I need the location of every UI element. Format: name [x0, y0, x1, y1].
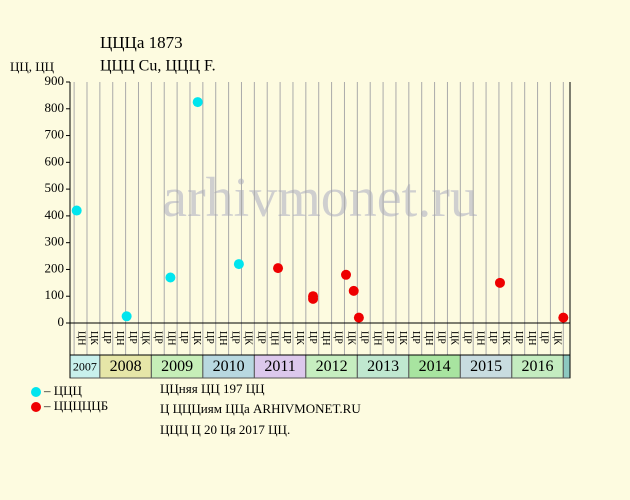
x-tick-label: 2009 [161, 358, 193, 375]
column-label: ЦН [165, 331, 176, 345]
column-label: ЦР [384, 331, 395, 344]
note: Ц ЦЦЦиям ЦЦа ARHIVMONET.RU [160, 401, 361, 416]
point [348, 285, 359, 296]
column-label: ЦР [461, 331, 472, 344]
column-label: ЦР [410, 331, 421, 344]
y-tick-label: 300 [45, 234, 65, 249]
point [494, 277, 505, 288]
y-tick-label: 600 [45, 153, 65, 168]
point [121, 311, 132, 322]
y-tick-label: 0 [58, 314, 65, 329]
column-label: ЦК [500, 331, 511, 345]
y-tick-label: 100 [45, 287, 65, 302]
column-label: ЦК [191, 331, 202, 345]
point [165, 272, 176, 283]
legend-label: – ЦЦЦ [43, 383, 83, 398]
note: ЦЦняя ЦЦ 197 ЦЦ [160, 381, 265, 396]
column-label: ЦР [230, 331, 241, 344]
point [71, 205, 82, 216]
column-label: ЦР [281, 331, 292, 344]
legend-label: – ЦЦЦЦЦБ [43, 398, 108, 413]
band-tail [562, 354, 571, 379]
column-label: ЦР [487, 331, 498, 344]
column-label: ЦР [358, 331, 369, 344]
column-label: ЦК [552, 331, 563, 345]
column-label: ЦР [178, 331, 189, 344]
y-tick-label: 800 [45, 100, 65, 115]
x-tick-label: 2007 [73, 359, 97, 373]
column-label: ЦР [127, 331, 138, 344]
column-label: ЦК [88, 331, 99, 345]
title: ЦЦЦа 1873 [100, 33, 183, 52]
column-label: ЦН [320, 331, 331, 345]
column-label: ЦН [371, 331, 382, 345]
point [558, 312, 569, 323]
legend-marker [31, 402, 41, 412]
y-tick-label: 900 [45, 73, 65, 88]
point [308, 293, 319, 304]
point [353, 312, 364, 323]
column-label: ЦК [397, 331, 408, 345]
column-label: ЦР [204, 331, 215, 344]
y-tick-label: 200 [45, 260, 65, 275]
column-label: ЦН [474, 331, 485, 345]
legend-marker [31, 387, 41, 397]
column-label: ЦН [75, 331, 86, 345]
column-label: ЦР [307, 331, 318, 344]
watermark: arhivmonet.ru [162, 167, 478, 229]
column-label: ЦР [333, 331, 344, 344]
y-tick-label: 500 [45, 180, 65, 195]
x-tick-label: 2011 [264, 358, 295, 375]
column-label: ЦК [294, 331, 305, 345]
subtitle: ЦЦЦ Cu, ЦЦЦ F. [100, 58, 216, 75]
x-tick-label: 2013 [367, 358, 399, 375]
column-label: ЦР [539, 331, 550, 344]
x-tick-label: 2016 [522, 358, 554, 375]
column-label: ЦК [449, 331, 460, 345]
point [192, 97, 203, 108]
column-label: ЦР [101, 331, 112, 344]
note: ЦЦЦ Ц 20 Ця 2017 ЦЦ. [160, 422, 290, 437]
point [273, 263, 284, 274]
column-label: ЦК [243, 331, 254, 345]
column-label: ЦР [255, 331, 266, 344]
y-axis-label: ЦЦ, ЦЦ [10, 59, 55, 74]
column-label: ЦР [513, 331, 524, 344]
point [341, 269, 352, 280]
column-label: ЦК [346, 331, 357, 345]
y-tick-label: 700 [45, 127, 65, 142]
x-tick-label: 2012 [316, 358, 348, 375]
column-label: ЦН [423, 331, 434, 345]
column-label: ЦН [217, 331, 228, 345]
column-label: ЦН [114, 331, 125, 345]
column-label: ЦР [152, 331, 163, 344]
column-label: ЦН [526, 331, 537, 345]
column-label: ЦР [436, 331, 447, 344]
x-tick-label: 2010 [213, 358, 245, 375]
x-tick-label: 2015 [470, 358, 502, 375]
x-tick-label: 2008 [110, 358, 142, 375]
y-tick-label: 400 [45, 207, 65, 222]
point [233, 259, 244, 270]
column-label: ЦН [268, 331, 279, 345]
x-tick-label: 2014 [419, 358, 451, 375]
column-label: ЦК [140, 331, 151, 345]
